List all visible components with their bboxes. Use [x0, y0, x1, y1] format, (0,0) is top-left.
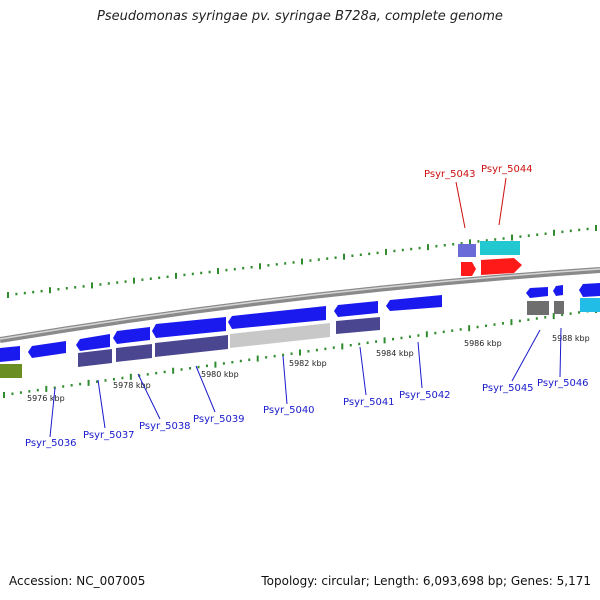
- lower-gene-track: [0, 283, 600, 378]
- gene-label[interactable]: Psyr_5043: [424, 169, 476, 180]
- gene-5042b-arrow[interactable]: [386, 295, 442, 311]
- genome-summary-label: Topology: circular; Length: 6,093,698 bp…: [261, 574, 591, 588]
- scale-label: 5978 kbp: [113, 381, 151, 390]
- gene-leader-line: [49, 387, 56, 438]
- gene-label[interactable]: Psyr_5039: [193, 414, 245, 425]
- scale-label: 5988 kbp: [552, 334, 590, 343]
- gene-5038-arrow[interactable]: [76, 334, 110, 351]
- gene-label[interactable]: Psyr_5040: [263, 405, 315, 416]
- gene-leader-line: [97, 379, 106, 429]
- gene-leader-line: [455, 181, 466, 229]
- gene-5044-arrow[interactable]: [481, 258, 522, 275]
- genome-backbone: [0, 267, 600, 343]
- gene-label[interactable]: Psyr_5044: [481, 164, 533, 175]
- gene-5043-arrow[interactable]: [461, 262, 476, 276]
- cds-5039[interactable]: [155, 335, 228, 357]
- scale-label: 5976 kbp: [27, 394, 65, 403]
- gene-leader-line: [498, 177, 507, 226]
- gene-5043-cds[interactable]: [458, 244, 476, 257]
- gene-5040-arrow[interactable]: [152, 317, 226, 338]
- gene-5046-arrow[interactable]: [553, 285, 563, 296]
- gene-5042a-arrow[interactable]: [334, 301, 378, 317]
- gene-leader-line: [511, 329, 541, 382]
- gene-label[interactable]: Psyr_5045: [482, 383, 534, 394]
- gene-leader-line: [359, 346, 367, 396]
- map-title: Pseudomonas syringae pv. syringae B728a,…: [97, 9, 503, 24]
- gene-leader-line: [417, 341, 423, 389]
- gene-5039-arrow[interactable]: [113, 327, 150, 344]
- gene-5036-arrow[interactable]: [0, 346, 20, 362]
- gene-label[interactable]: Psyr_5038: [139, 421, 191, 432]
- cds-5037[interactable]: [78, 349, 112, 367]
- scale-label: 5986 kbp: [464, 339, 502, 348]
- gene-5044-cds[interactable]: [480, 241, 520, 255]
- gene-label[interactable]: Psyr_5046: [537, 378, 589, 389]
- gene-5041-arrow[interactable]: [228, 306, 326, 329]
- upper-tick-row: [7, 225, 597, 298]
- gene-leader-line: [282, 355, 288, 405]
- scale-label: 5984 kbp: [376, 349, 414, 358]
- gene-5045-arrow[interactable]: [526, 287, 548, 298]
- cds-edge-cyan[interactable]: [580, 298, 600, 312]
- cds-5040[interactable]: [230, 323, 330, 348]
- scale-label: 5982 kbp: [289, 359, 327, 368]
- gene-label[interactable]: Psyr_5037: [83, 430, 135, 441]
- gene-label[interactable]: Psyr_5042: [399, 390, 451, 401]
- gene-leader-line: [137, 373, 161, 420]
- cds-5041[interactable]: [336, 317, 380, 334]
- gene-leader-line: [559, 327, 562, 378]
- scale-label: 5980 kbp: [201, 370, 239, 379]
- gene-5037-arrow[interactable]: [28, 341, 66, 358]
- genome-backbone-highlight: [0, 268, 600, 340]
- gene-label[interactable]: Psyr_5036: [25, 438, 77, 449]
- cds-5045[interactable]: [527, 301, 549, 315]
- gene-label[interactable]: Psyr_5041: [343, 397, 395, 408]
- gene-edge-arrow[interactable]: [579, 283, 600, 297]
- accession-label: Accession: NC_007005: [9, 574, 146, 588]
- gene-leader-line: [195, 365, 216, 413]
- cds-5038[interactable]: [116, 344, 152, 362]
- gene-olive-cds[interactable]: [0, 364, 22, 378]
- cds-5046[interactable]: [554, 301, 564, 314]
- scale-label-group: 5976 kbp 5978 kbp 5980 kbp 5982 kbp 5984 kbp…: [27, 334, 590, 403]
- upper-gene-track: [458, 241, 522, 276]
